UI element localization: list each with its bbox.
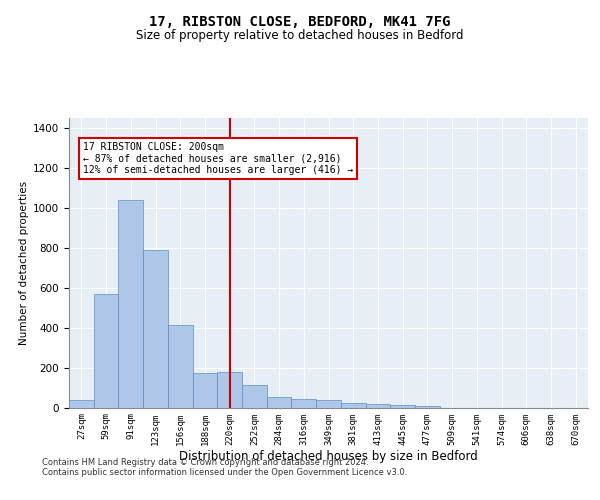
Text: 17, RIBSTON CLOSE, BEDFORD, MK41 7FG: 17, RIBSTON CLOSE, BEDFORD, MK41 7FG [149,16,451,30]
Bar [365,404,390,407]
Bar [390,404,415,407]
Bar [69,400,94,407]
Bar [267,396,292,407]
Text: 17 RIBSTON CLOSE: 200sqm
← 87% of detached houses are smaller (2,916)
12% of sem: 17 RIBSTON CLOSE: 200sqm ← 87% of detach… [83,142,353,174]
Bar [193,372,217,408]
Bar [118,200,143,408]
Bar [217,372,242,408]
Bar [341,402,365,407]
Bar [316,400,341,407]
Bar [242,384,267,407]
Y-axis label: Number of detached properties: Number of detached properties [19,180,29,344]
Text: Contains HM Land Registry data © Crown copyright and database right 2024.: Contains HM Land Registry data © Crown c… [42,458,368,467]
X-axis label: Distribution of detached houses by size in Bedford: Distribution of detached houses by size … [179,450,478,463]
Bar [143,250,168,408]
Bar [415,406,440,407]
Bar [292,398,316,407]
Bar [94,294,118,408]
Text: Contains public sector information licensed under the Open Government Licence v3: Contains public sector information licen… [42,468,407,477]
Text: Size of property relative to detached houses in Bedford: Size of property relative to detached ho… [136,30,464,43]
Bar [168,324,193,407]
